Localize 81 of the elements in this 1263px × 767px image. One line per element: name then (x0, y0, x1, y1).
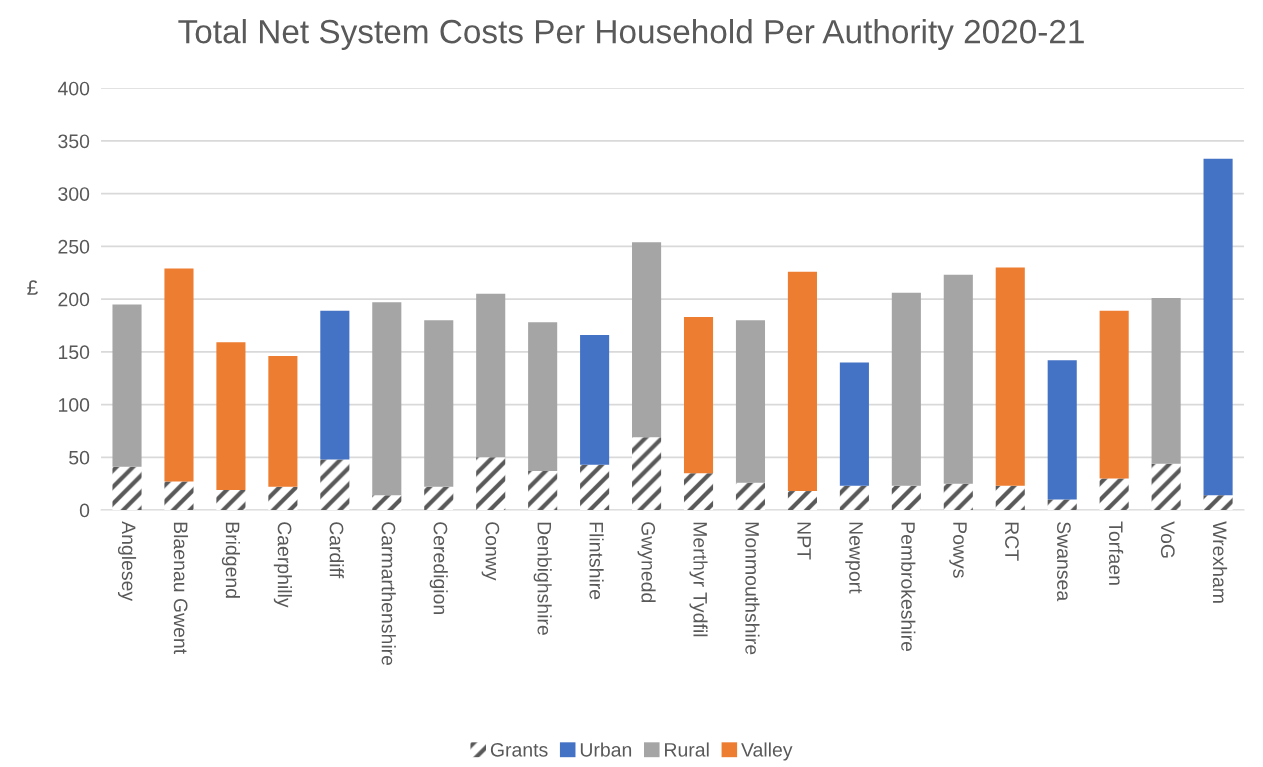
legend-label: Valley (741, 742, 793, 761)
bar (1099, 478, 1129, 511)
y-tick-label: 350 (58, 134, 90, 149)
x-tick-label: Gwynedd (637, 522, 656, 603)
bar (632, 437, 662, 511)
bar (1047, 499, 1077, 511)
y-tick-label: 300 (58, 187, 90, 201)
bar (683, 317, 714, 474)
x-tick-label: Monmouthshire (745, 522, 760, 655)
bar (1099, 310, 1129, 479)
bar (1203, 158, 1233, 496)
x-tick-label: Powys (949, 522, 967, 578)
bar (1047, 360, 1077, 500)
bar (268, 356, 298, 487)
x-tick-label: Flintshire (589, 522, 604, 600)
y-tick-label: 250 (58, 239, 90, 254)
y-tick-label: 0 (79, 503, 90, 518)
x-tick-label: Carmarthenshire (381, 522, 396, 666)
bar (1151, 298, 1181, 464)
bar (164, 268, 194, 482)
y-tick-label: 150 (58, 345, 90, 360)
bar (424, 320, 454, 487)
bar (112, 466, 142, 511)
bar (372, 302, 402, 496)
bar (320, 310, 350, 460)
legend-label: Rural (665, 742, 709, 757)
bar (216, 342, 246, 491)
bar (787, 271, 817, 492)
x-tick-label: Pembrokeshire (901, 522, 916, 652)
x-tick-label: Blaenau Gwent (173, 522, 189, 654)
x-tick-label: Bridgend (221, 522, 240, 598)
bar (891, 485, 921, 511)
bar (735, 482, 766, 511)
bar (528, 471, 558, 511)
bar (164, 481, 194, 511)
bar (476, 293, 506, 458)
bar (476, 457, 506, 511)
x-tick-label: RCT (1005, 522, 1019, 561)
bar (216, 490, 246, 511)
bar (580, 334, 610, 465)
x-tick-label: Conwy (481, 522, 500, 581)
bar (683, 473, 714, 511)
bar (580, 464, 610, 511)
bar (995, 267, 1025, 486)
bar (787, 491, 817, 511)
bar (995, 485, 1025, 511)
x-tick-label: NPT (797, 522, 811, 560)
bar (528, 322, 558, 472)
bar (839, 362, 869, 486)
x-tick-label: Cardiff (329, 522, 344, 579)
y-tick-label: 200 (58, 292, 90, 307)
bar (320, 459, 350, 511)
x-tick-label: VoG (1160, 521, 1175, 558)
bar (735, 320, 766, 483)
bar (1203, 495, 1233, 511)
x-tick-label: Ceredigion (429, 522, 448, 614)
y-tick-label: 50 (69, 450, 90, 465)
x-tick-label: Anglesey (117, 521, 137, 602)
bar (1151, 463, 1181, 511)
bar (632, 242, 662, 438)
y-tick-label: 100 (58, 398, 90, 412)
bar (424, 486, 454, 511)
x-tick-label: Newport (845, 522, 863, 594)
x-tick-label: Torfaen (1108, 521, 1124, 585)
y-axis-title: £ (27, 280, 38, 295)
x-tick-label: Wrexham (1212, 521, 1228, 603)
x-tick-label: Merthyr Tydfil (689, 522, 708, 637)
x-tick-label: Caerphilly (273, 522, 292, 608)
bar (839, 485, 869, 511)
bar (891, 292, 921, 486)
y-tick-label: 400 (57, 81, 90, 96)
bar (112, 304, 142, 467)
bar (268, 486, 298, 511)
bar (943, 274, 973, 484)
x-tick-label: Swansea (1056, 522, 1071, 602)
legend-label: Urban (580, 742, 632, 757)
legend-label: Grants (490, 742, 548, 757)
x-tick-label: Denbighshire (533, 522, 552, 635)
bar (943, 483, 973, 511)
chart-title: Total Net System Costs Per Household Per Authority 2020-21 (178, 18, 1084, 51)
bar (372, 495, 402, 511)
